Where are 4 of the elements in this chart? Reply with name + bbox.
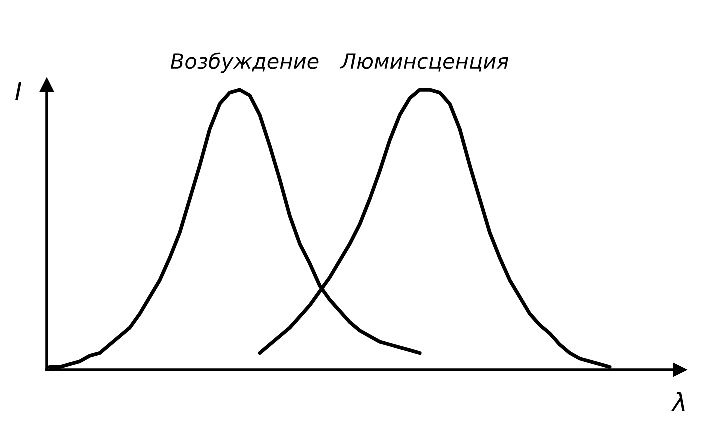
x-axis-title: λ <box>672 392 685 412</box>
series-label: Люминсценция <box>340 54 509 72</box>
y-axis-title: I <box>16 82 22 100</box>
series-label: Возбуждение <box>170 52 319 74</box>
